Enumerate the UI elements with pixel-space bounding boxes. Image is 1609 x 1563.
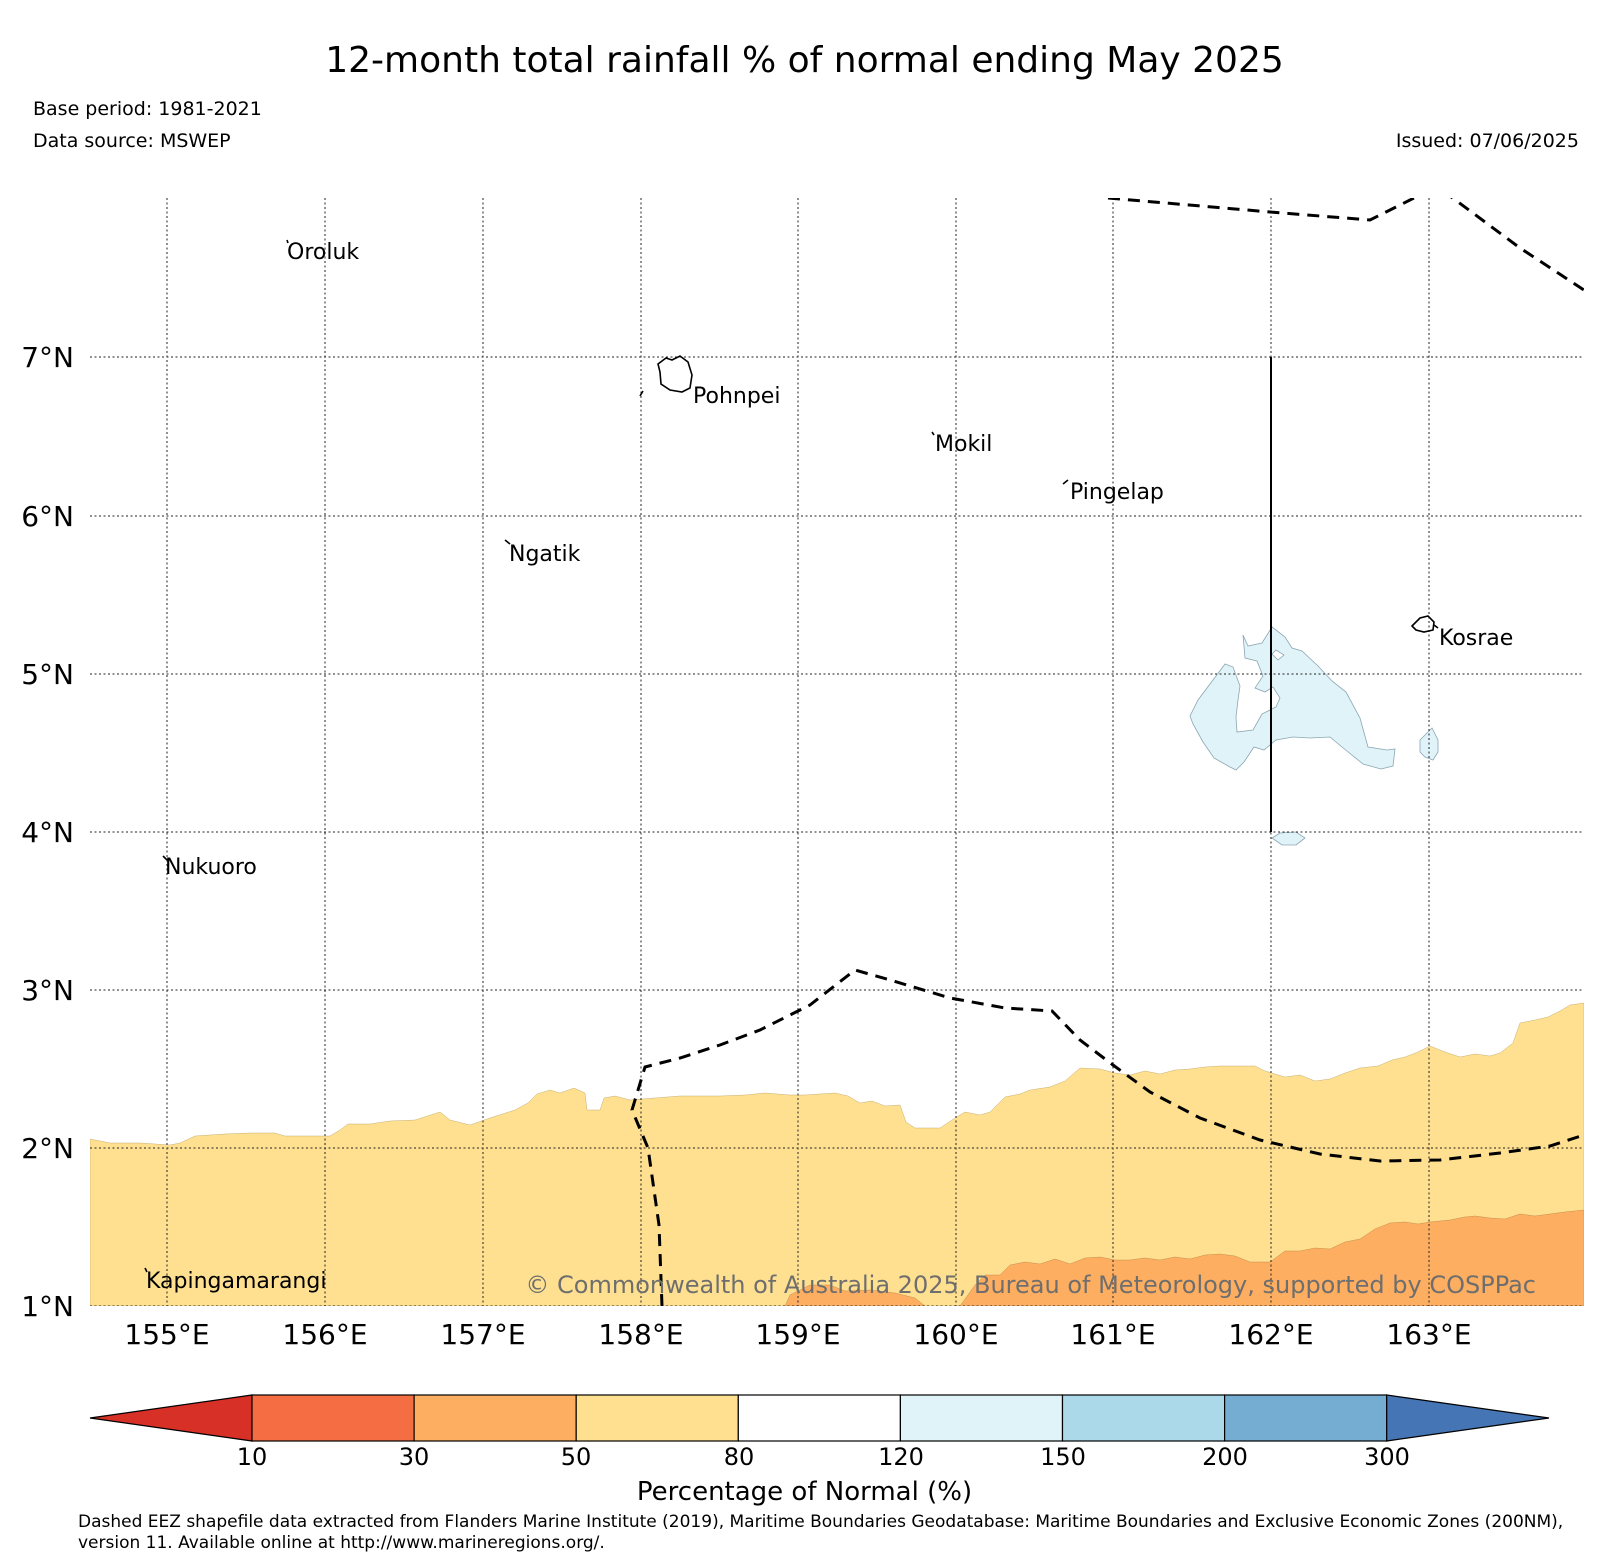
colorbar-tick: 150 xyxy=(1040,1443,1086,1471)
issued-date: Issued: 07/06/2025 xyxy=(1395,130,1579,152)
place-label-mokil: Mokil xyxy=(935,432,992,457)
data-source: Data source: MSWEP xyxy=(33,130,231,152)
rainfall-region-120-150 xyxy=(1189,626,1396,771)
base-period: Base period: 1981-2021 xyxy=(33,98,262,120)
rainfall-region-50-80 xyxy=(90,1002,1584,1306)
map-title: 12-month total rainfall % of normal endi… xyxy=(325,40,1284,81)
colorbar-tick: 80 xyxy=(723,1443,755,1471)
colorbar-segment xyxy=(1223,1394,1388,1442)
lat-label: 2°N xyxy=(21,1132,74,1165)
rainfall-region-30-50 xyxy=(784,1284,926,1306)
place-label-pingelap: Pingelap xyxy=(1070,480,1164,505)
lon-label: 155°E xyxy=(124,1318,209,1351)
colorbar-segment xyxy=(1061,1394,1226,1442)
place-label-kosrae: Kosrae xyxy=(1439,626,1513,651)
colorbar-extend-high xyxy=(1386,1394,1550,1442)
rainfall-region-30-50 xyxy=(959,1209,1584,1306)
colorbar-segment xyxy=(575,1394,739,1442)
place-label-nukuoro: Nukuoro xyxy=(165,855,257,880)
lat-label: 3°N xyxy=(21,974,74,1007)
place-label-ngatik: Ngatik xyxy=(509,542,581,567)
colorbar-tick: 300 xyxy=(1364,1443,1410,1471)
lon-label: 156°E xyxy=(282,1318,367,1351)
kosrae-island xyxy=(1410,615,1435,633)
lat-label: 1°N xyxy=(21,1290,74,1323)
colorbar-tick: 120 xyxy=(878,1443,924,1471)
colorbar-extend-low xyxy=(89,1394,253,1442)
lon-label: 160°E xyxy=(913,1318,998,1351)
lon-label: 158°E xyxy=(598,1318,683,1351)
place-label-pohnpei: Pohnpei xyxy=(693,384,780,409)
rainfall-region-120-150 xyxy=(1271,831,1306,846)
colorbar xyxy=(89,1394,1550,1442)
lat-label: 7°N xyxy=(21,341,74,374)
lon-label: 161°E xyxy=(1070,1318,1155,1351)
lat-label: 4°N xyxy=(21,816,74,849)
colorbar-tick: 10 xyxy=(236,1443,268,1471)
lon-label: 159°E xyxy=(755,1318,840,1351)
copyright-text: © Commonwealth of Australia 2025, Bureau… xyxy=(525,1271,1536,1299)
colorbar-segment xyxy=(737,1394,901,1442)
colorbar-tick: 200 xyxy=(1202,1443,1248,1471)
pohnpei-island xyxy=(657,355,693,393)
colorbar-segment xyxy=(413,1394,577,1442)
colorbar-segment xyxy=(251,1394,415,1442)
colorbar-segment xyxy=(899,1394,1064,1442)
colorbar-title: Percentage of Normal (%) xyxy=(636,1477,973,1507)
lon-label: 157°E xyxy=(440,1318,525,1351)
islands xyxy=(144,239,1439,1273)
lat-label: 5°N xyxy=(21,658,74,691)
colorbar-tick: 30 xyxy=(398,1443,430,1471)
footnote: Dashed EEZ shapefile data extracted from… xyxy=(78,1512,1564,1553)
place-label-oroluk: Oroluk xyxy=(287,240,359,265)
eez-boundary xyxy=(630,198,1584,1306)
lon-label: 163°E xyxy=(1386,1318,1471,1351)
lon-label: 162°E xyxy=(1228,1318,1313,1351)
place-label-kapingamarangi: Kapingamarangi xyxy=(146,1269,326,1294)
colorbar-tick: 50 xyxy=(560,1443,592,1471)
lat-label: 6°N xyxy=(21,500,74,533)
